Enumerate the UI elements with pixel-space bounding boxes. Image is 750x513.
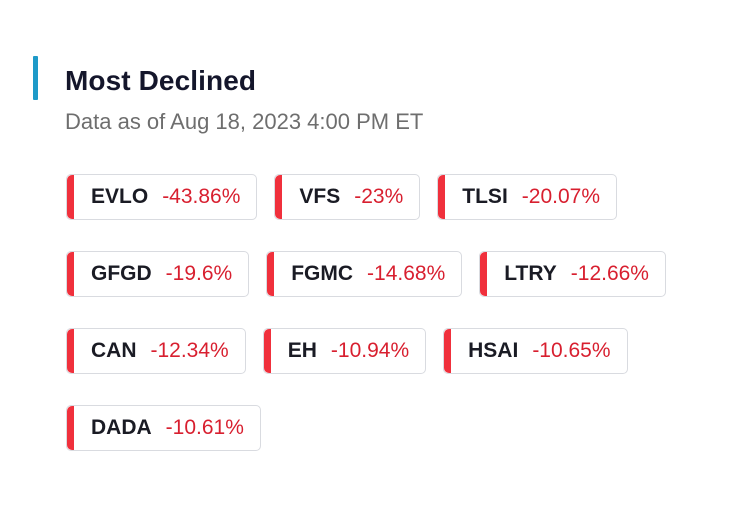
ticker-symbol: HSAI: [468, 339, 519, 362]
stock-chip-tlsi[interactable]: TLSI -20.07%: [437, 174, 617, 220]
ticker-symbol: LTRY: [504, 262, 557, 285]
percent-change: -19.6%: [165, 262, 233, 285]
stock-chip-can[interactable]: CAN -12.34%: [66, 328, 246, 374]
ticker-symbol: FGMC: [291, 262, 354, 285]
ticker-symbol: EVLO: [91, 185, 149, 208]
chip-row: DADA -10.61%: [66, 405, 726, 451]
percent-change: -10.65%: [532, 339, 611, 362]
ticker-symbol: TLSI: [462, 185, 508, 208]
percent-change: -23%: [354, 185, 404, 208]
percent-change: -12.66%: [570, 262, 649, 285]
chip-row: EVLO -43.86% VFS -23% TLSI -20.07%: [66, 174, 726, 220]
ticker-symbol: GFGD: [91, 262, 152, 285]
stock-chip-fgmc[interactable]: FGMC -14.68%: [266, 251, 463, 297]
stock-chip-eh[interactable]: EH -10.94%: [262, 328, 427, 374]
ticker-symbol: VFS: [299, 185, 341, 208]
data-timestamp: Data as of Aug 18, 2023 4:00 PM ET: [65, 109, 424, 134]
chip-row: CAN -12.34% EH -10.94% HSAI -10.65%: [66, 328, 726, 374]
percent-change: -10.61%: [165, 416, 244, 439]
stock-chip-hsai[interactable]: HSAI -10.65%: [443, 328, 628, 374]
ticker-symbol: CAN: [91, 339, 137, 362]
chip-row: GFGD -19.6% FGMC -14.68% LTRY -12.66%: [66, 251, 726, 297]
section-title: Most Declined: [65, 65, 257, 96]
ticker-symbol: EH: [287, 339, 317, 362]
declined-list: EVLO -43.86% VFS -23% TLSI -20.07% GFGD …: [66, 174, 726, 482]
stock-chip-dada[interactable]: DADA -10.61%: [66, 405, 261, 451]
percent-change: -14.68%: [367, 262, 446, 285]
accent-bar: [33, 56, 38, 100]
ticker-symbol: DADA: [91, 416, 152, 439]
stock-chip-evlo[interactable]: EVLO -43.86%: [66, 174, 258, 220]
percent-change: -12.34%: [150, 339, 229, 362]
stock-chip-gfgd[interactable]: GFGD -19.6%: [66, 251, 250, 297]
percent-change: -43.86%: [162, 185, 241, 208]
stock-chip-vfs[interactable]: VFS -23%: [274, 174, 421, 220]
stock-chip-ltry[interactable]: LTRY -12.66%: [479, 251, 666, 297]
percent-change: -10.94%: [330, 339, 410, 362]
percent-change: -20.07%: [521, 185, 600, 208]
